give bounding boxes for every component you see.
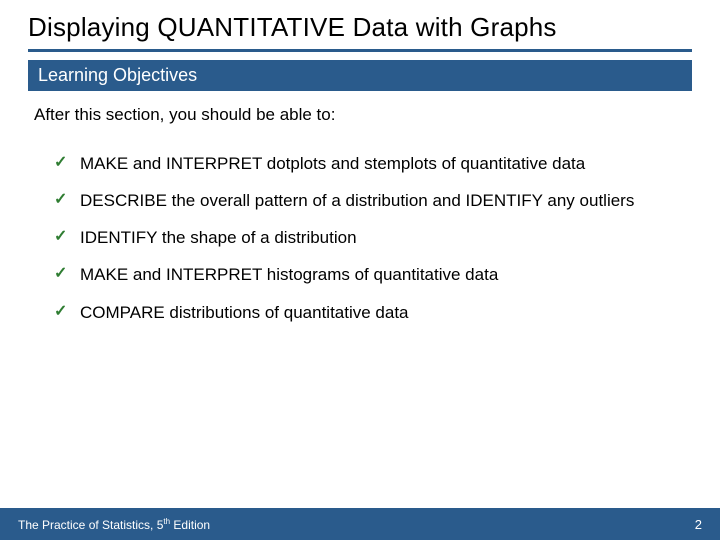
objectives-list: ✓ MAKE and INTERPRET dotplots and stempl…: [54, 147, 692, 329]
checkmark-icon: ✓: [54, 147, 70, 180]
footer-bar: The Practice of Statistics, 5th Edition …: [0, 508, 720, 540]
footer-text: The Practice of Statistics, 5th Edition: [18, 517, 210, 532]
checkmark-icon: ✓: [54, 184, 70, 217]
list-item: ✓ IDENTIFY the shape of a distribution: [54, 221, 692, 254]
page-number: 2: [695, 517, 702, 532]
objective-text: MAKE and INTERPRET dotplots and stemplot…: [80, 147, 692, 180]
objective-text: IDENTIFY the shape of a distribution: [80, 221, 692, 254]
list-item: ✓ COMPARE distributions of quantitative …: [54, 296, 692, 329]
checkmark-icon: ✓: [54, 296, 70, 329]
objective-text: COMPARE distributions of quantitative da…: [80, 296, 692, 329]
title-area: Displaying QUANTITATIVE Data with Graphs: [0, 0, 720, 52]
title-underline: [28, 49, 692, 52]
objective-text: MAKE and INTERPRET histograms of quantit…: [80, 258, 692, 291]
list-item: ✓ MAKE and INTERPRET dotplots and stempl…: [54, 147, 692, 180]
list-item: ✓ MAKE and INTERPRET histograms of quant…: [54, 258, 692, 291]
intro-text: After this section, you should be able t…: [34, 105, 692, 125]
checkmark-icon: ✓: [54, 221, 70, 254]
checkmark-icon: ✓: [54, 258, 70, 291]
slide-title: Displaying QUANTITATIVE Data with Graphs: [28, 12, 692, 43]
slide: { "title": "Displaying QUANTITATIVE Data…: [0, 0, 720, 540]
footer-text-before: The Practice of Statistics, 5: [18, 518, 163, 532]
list-item: ✓ DESCRIBE the overall pattern of a dist…: [54, 184, 692, 217]
objective-text: DESCRIBE the overall pattern of a distri…: [80, 184, 692, 217]
footer-text-after: Edition: [170, 518, 210, 532]
subheading-band: Learning Objectives: [28, 60, 692, 91]
